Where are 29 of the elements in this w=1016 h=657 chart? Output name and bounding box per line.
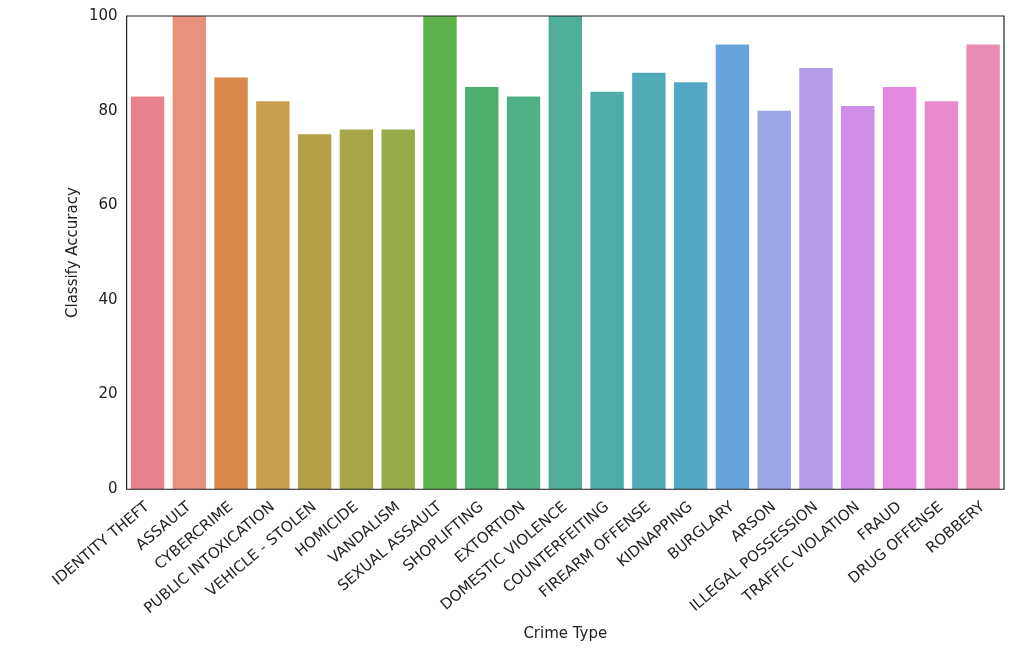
- bar: [214, 77, 248, 490]
- bar: [256, 101, 290, 490]
- bar: [841, 105, 875, 490]
- bar: [172, 16, 207, 490]
- bar: [465, 86, 499, 490]
- bar: [757, 110, 791, 490]
- x-axis-title: Crime Type: [523, 623, 608, 642]
- bar: [882, 86, 917, 490]
- bar: [590, 91, 624, 490]
- bar: [924, 101, 959, 490]
- bar: [423, 16, 457, 490]
- y-tick-label: 80: [98, 100, 118, 119]
- bar: [632, 72, 666, 490]
- bar: [297, 134, 332, 490]
- y-tick-label: 20: [98, 384, 118, 403]
- bar: [339, 129, 374, 490]
- bar: [673, 82, 708, 490]
- y-axis-title: Classify Accuracy: [62, 187, 81, 319]
- bar: [548, 16, 583, 490]
- bar: [506, 96, 541, 490]
- bar: [799, 68, 833, 490]
- y-tick-label: 40: [98, 289, 118, 308]
- bar: [381, 129, 415, 490]
- y-tick-label: 0: [108, 479, 118, 498]
- bar: [130, 96, 165, 490]
- bar: [715, 44, 750, 490]
- bar: [966, 44, 1000, 490]
- y-tick-label: 100: [88, 5, 118, 24]
- y-tick-label: 60: [98, 195, 118, 214]
